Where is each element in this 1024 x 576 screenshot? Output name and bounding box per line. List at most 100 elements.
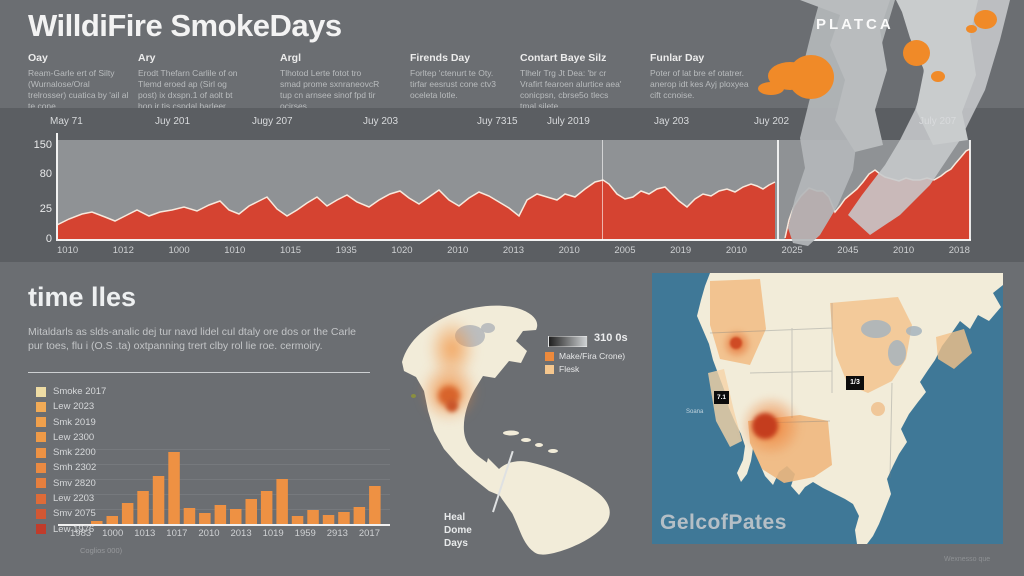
area-chart-x-tick: 1935 bbox=[335, 245, 357, 256]
fire-blob-icon bbox=[966, 25, 977, 33]
map-legend-swatch bbox=[545, 364, 554, 374]
area-chart-x-tick: 2045 bbox=[837, 245, 859, 256]
map-legend-label: Make/Fira Crone) bbox=[559, 351, 626, 361]
area-chart-date-label: July 2019 bbox=[547, 116, 590, 127]
area-chart-date-label: July 207 bbox=[919, 116, 957, 127]
divider-line bbox=[28, 372, 370, 373]
bar-chart-x-tick: 2017 bbox=[358, 528, 380, 539]
area-chart-x-tick: 1012 bbox=[112, 245, 134, 256]
column-heading: Argl bbox=[280, 52, 301, 64]
area-chart-x-tick: 2010 bbox=[447, 245, 469, 256]
bar-chart-x-tick: 1959 bbox=[294, 528, 316, 539]
header-column: Argl Tlhotod Lerte fotot tro smad prome s… bbox=[280, 52, 382, 112]
legend-label: Lew 1976 bbox=[53, 523, 95, 535]
area-chart-y-tick: 0 bbox=[45, 233, 52, 245]
fire-blob-icon bbox=[903, 40, 930, 66]
legend-swatch bbox=[36, 432, 46, 443]
legend-item: Lew 2300 bbox=[36, 432, 106, 443]
usa-choropleth-map: 7.1 1/3 Soana GelcofPates bbox=[652, 273, 1003, 544]
legend-label: Smk 2200 bbox=[53, 447, 96, 459]
map-scale-gradient-bar bbox=[548, 336, 588, 347]
area-chart-x-tick: 1000 bbox=[168, 245, 190, 256]
heat-dome-annotation: Heal Dome Days bbox=[444, 512, 472, 549]
legend-item: Smv 2820 bbox=[36, 478, 106, 489]
platca-label: PLATCA bbox=[816, 16, 894, 33]
legend-item: Smk 2200 bbox=[36, 447, 106, 458]
page-title: WilldiFire SmokeDays bbox=[28, 8, 342, 43]
legend-swatch bbox=[36, 447, 46, 458]
legend-label: Smv 2075 bbox=[53, 508, 96, 520]
column-heading: Firends Day bbox=[410, 52, 471, 64]
legend-label: Lew 2203 bbox=[53, 493, 95, 505]
legend-swatch bbox=[36, 401, 46, 412]
usa-landmass bbox=[697, 273, 1003, 544]
legend-item: Lew 1976 bbox=[36, 524, 106, 535]
area-chart-date-label: Juy 201 bbox=[155, 116, 191, 127]
map-legend-label: Flesk bbox=[559, 364, 580, 374]
area-chart-x-tick: 2005 bbox=[614, 245, 636, 256]
bar-chart-x-tick: 1019 bbox=[262, 528, 284, 539]
area-chart-date-label: Jay 203 bbox=[654, 116, 690, 127]
area-chart-x-tick: 2013 bbox=[502, 245, 525, 256]
bar-chart-x-tick: 2013 bbox=[230, 528, 252, 539]
bar-chart-caption: Coglios 000) bbox=[80, 546, 123, 555]
map-marker-dot bbox=[411, 394, 416, 398]
legend-item: Smh 2302 bbox=[36, 462, 106, 473]
area-chart-date-label: May 71 bbox=[50, 116, 83, 127]
area-chart-y-tick: 150 bbox=[33, 139, 52, 151]
column-heading: Oay bbox=[28, 52, 48, 64]
map-badge: 1/3 bbox=[846, 376, 864, 390]
area-chart-x-axis bbox=[56, 239, 971, 241]
legend-swatch bbox=[36, 478, 46, 489]
area-chart-date-label: Juy 7315 bbox=[477, 116, 518, 127]
legend-label: Smh 2302 bbox=[53, 462, 97, 474]
fire-hotspot-core bbox=[730, 337, 742, 349]
area-chart-x-tick: 1010 bbox=[224, 245, 246, 256]
area-chart-x-tick: 2019 bbox=[670, 245, 692, 256]
legend-swatch bbox=[36, 462, 46, 473]
column-heading: Ary bbox=[138, 52, 156, 64]
legend-swatch bbox=[36, 508, 46, 519]
map-legend-item: Make/Fira Crone) bbox=[545, 351, 625, 361]
legend-label: Lew 2023 bbox=[53, 401, 95, 413]
legend-label: Lew 2300 bbox=[53, 431, 95, 443]
column-body: Tlhotod Lerte fotot tro smad prome sxnra… bbox=[280, 68, 380, 112]
column-heading: Funlar Day bbox=[650, 52, 705, 64]
smoke-heat-core bbox=[446, 400, 458, 412]
legend-swatch bbox=[36, 524, 46, 535]
column-heading: Contart Baye Silz bbox=[520, 52, 607, 64]
map-legend: Make/Fira Crone) Flesk bbox=[545, 351, 625, 374]
legend-swatch bbox=[36, 493, 46, 504]
legend-swatch bbox=[36, 386, 46, 397]
timeline-heading: time lles bbox=[28, 282, 137, 312]
bar-chart-x-tick: 1013 bbox=[134, 528, 156, 539]
bar-chart-x-labels: 1983 1000 1013 1017 2010 2013 1019 1959 2913 2017 bbox=[70, 528, 380, 539]
legend-label: Smoke 2017 bbox=[53, 386, 107, 397]
fire-blob-icon bbox=[758, 82, 784, 95]
header-column: Ary Erodt Thefarn Carlile of on Tlemd ero… bbox=[138, 52, 240, 112]
bar-chart-x-tick: 1983 bbox=[70, 528, 92, 539]
fire-blob-icon bbox=[788, 55, 834, 99]
area-chart-x-tick: 2010 bbox=[558, 245, 580, 256]
area-chart-x-tick: 1015 bbox=[279, 245, 302, 256]
fire-blob-icon bbox=[974, 10, 997, 29]
area-chart-x-labels: 1010 1012 1000 1010 1015 1935 1020 2010 2013 2010… bbox=[57, 245, 970, 256]
column-body: Erodt Thefarn Carlile of on Tlemd eroed … bbox=[138, 68, 238, 112]
map-scale-label: 310 0s bbox=[594, 332, 628, 344]
legend-item: Smk 2019 bbox=[36, 417, 106, 428]
timeline-legend: Smoke 2017 Lew 2023 Smk 2019 Lew 2300 Smk 22… bbox=[36, 386, 106, 535]
area-chart-x-tick: 2010 bbox=[893, 245, 915, 256]
header-column: Funlar Day Poter of lat bre ef otatrer. a… bbox=[650, 52, 752, 101]
area-chart-y-tick: 25 bbox=[39, 203, 52, 215]
header-column: Contart Baye Silz Tlhelr Trg Jt Dea: 'br … bbox=[520, 52, 622, 112]
area-chart-y-axis bbox=[56, 133, 58, 240]
footer-credit: Wexnesso que bbox=[944, 556, 991, 563]
timeline-paragraph: Mitaldarls as slds-analic dej tur navd l… bbox=[28, 326, 356, 352]
bar-chart-x-tick: 1017 bbox=[166, 528, 188, 539]
fire-hotspot-core bbox=[752, 413, 778, 439]
area-chart-gridline bbox=[602, 140, 603, 240]
column-body: Poter of lat bre ef otatrer. anerop idt … bbox=[650, 68, 749, 101]
bar-chart-x-tick: 2010 bbox=[198, 528, 220, 539]
bar-chart-x-tick: 1000 bbox=[102, 528, 124, 539]
